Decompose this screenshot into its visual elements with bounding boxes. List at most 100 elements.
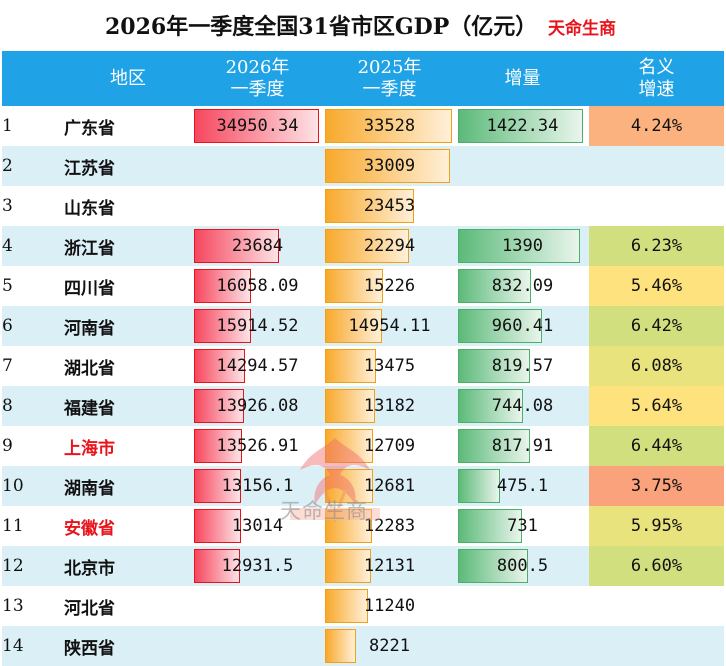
region-cell: 湖北省 bbox=[64, 346, 192, 386]
increase-cell bbox=[456, 146, 589, 186]
growth-cell: 6.08% bbox=[589, 346, 724, 386]
increase-cell-label: 817.91 bbox=[491, 436, 554, 456]
rank-cell: 13 bbox=[2, 586, 64, 626]
gdp-2026-cell: 14294.57 bbox=[192, 346, 323, 386]
gdp-2026-cell: 13526.91 bbox=[192, 426, 323, 466]
gdp-2026-cell-label bbox=[192, 146, 323, 186]
growth-cell bbox=[589, 586, 724, 626]
region-cell: 上海市 bbox=[64, 426, 192, 466]
gdp-2026-cell-label: 13926.08 bbox=[216, 396, 299, 416]
growth-cell: 5.64% bbox=[589, 386, 724, 426]
gdp-2025-cell: 33528 bbox=[323, 106, 456, 146]
gdp-2025-cell-label: 8221 bbox=[369, 636, 410, 656]
gdp-2025-cell: 12709 bbox=[323, 426, 456, 466]
gdp-2025-cell: 15226 bbox=[323, 266, 456, 306]
increase-cell-bar bbox=[458, 269, 531, 303]
gdp-2026-cell-bar bbox=[194, 309, 251, 343]
increase-cell bbox=[456, 586, 589, 626]
increase-cell-label: 832.09 bbox=[491, 276, 554, 296]
region-cell: 湖南省 bbox=[64, 466, 192, 506]
gdp-2025-cell-bar bbox=[325, 469, 373, 503]
gdp-2026-cell-label: 13526.91 bbox=[216, 436, 299, 456]
increase-cell: 960.41 bbox=[456, 306, 589, 346]
rank-cell: 3 bbox=[2, 186, 64, 226]
gdp-2026-cell bbox=[192, 626, 323, 666]
chart-title: 2026年一季度全国31省市区GDP（亿元） bbox=[105, 14, 538, 40]
increase-cell-label: 731 bbox=[507, 516, 538, 536]
rank-cell: 11 bbox=[2, 506, 64, 546]
increase-cell-label: 819.57 bbox=[491, 356, 554, 376]
growth-cell: 6.23% bbox=[589, 226, 724, 266]
increase-cell-label: 960.41 bbox=[491, 316, 554, 336]
rank-cell: 7 bbox=[2, 346, 64, 386]
watermark-text: 天命生商 bbox=[280, 499, 368, 523]
region-cell: 江苏省 bbox=[64, 146, 192, 186]
gdp-2026-cell-label: 15914.52 bbox=[216, 316, 299, 336]
gdp-2026-cell: 34950.34 bbox=[192, 106, 323, 146]
increase-cell: 819.57 bbox=[456, 346, 589, 386]
gdp-2025-cell-bar bbox=[325, 109, 452, 143]
gdp-2025-cell: 33009 bbox=[323, 146, 456, 186]
gdp-2025-cell: 8221 bbox=[323, 626, 456, 666]
table-row: 8 福建省 13926.08 13182 744.08 5.64% bbox=[2, 386, 724, 426]
table-row: 2 江苏省 33009 bbox=[2, 146, 724, 186]
region-cell: 河北省 bbox=[64, 586, 192, 626]
increase-cell-bar bbox=[458, 389, 523, 423]
header-rank bbox=[2, 51, 64, 106]
increase-cell: 475.1 bbox=[456, 466, 589, 506]
gdp-2026-cell-label: 13156.1 bbox=[221, 476, 294, 496]
gdp-2026-cell-label: 12931.5 bbox=[221, 556, 294, 576]
gdp-2026-cell-bar bbox=[194, 549, 240, 583]
table-row: 9 上海市 13526.91 12709 817.91 6.44% bbox=[2, 426, 724, 466]
increase-cell-label: 475.1 bbox=[496, 476, 549, 496]
increase-cell: 1422.34 bbox=[456, 106, 589, 146]
gdp-2025-cell-bar bbox=[325, 509, 372, 543]
table-body: 1 广东省 34950.34 33528 1422.34 4.24% 2 江苏省 33009 3 山… bbox=[2, 106, 724, 666]
gdp-2025-cell-label: 33528 bbox=[363, 116, 416, 136]
gdp-table: 地区 2026年 一季度 2025年 一季度 增量 名义 增速 1 广东省 34950.34 335… bbox=[2, 51, 724, 666]
region-cell: 山东省 bbox=[64, 186, 192, 226]
table-row: 3 山东省 23453 bbox=[2, 186, 724, 226]
increase-cell: 817.91 bbox=[456, 426, 589, 466]
gdp-2026-cell: 23684 bbox=[192, 226, 323, 266]
gdp-2026-cell-label: 23684 bbox=[231, 236, 284, 256]
growth-cell: 6.44% bbox=[589, 426, 724, 466]
brand-label: 天命生商 bbox=[548, 19, 616, 39]
growth-cell bbox=[589, 146, 724, 186]
table-row: 6 河南省 15914.52 14954.11 960.41 6.42% bbox=[2, 306, 724, 346]
region-cell: 安徽省 bbox=[64, 506, 192, 546]
region-cell: 广东省 bbox=[64, 106, 192, 146]
region-cell: 四川省 bbox=[64, 266, 192, 306]
gdp-2025-cell-label: 15226 bbox=[363, 276, 416, 296]
growth-cell bbox=[589, 626, 724, 666]
title-row: 2026年一季度全国31省市区GDP（亿元） 天命生商 bbox=[0, 0, 726, 50]
increase-cell: 1390 bbox=[456, 226, 589, 266]
gdp-2026-cell-bar bbox=[194, 349, 245, 383]
rank-cell: 1 bbox=[2, 106, 64, 146]
increase-cell-label: 744.08 bbox=[491, 396, 554, 416]
gdp-2026-cell: 13014 bbox=[192, 506, 323, 546]
rank-cell: 8 bbox=[2, 386, 64, 426]
gdp-2025-cell-bar bbox=[325, 349, 376, 383]
increase-cell-bar bbox=[458, 469, 500, 503]
increase-cell-label: 1422.34 bbox=[486, 116, 559, 136]
gdp-2025-cell-bar bbox=[325, 629, 356, 663]
growth-cell: 6.42% bbox=[589, 306, 724, 346]
increase-cell-label: 1390 bbox=[502, 236, 543, 256]
gdp-2026-cell-label bbox=[192, 626, 323, 666]
table-row: 13 河北省 11240 bbox=[2, 586, 724, 626]
gdp-2025-cell-bar bbox=[325, 589, 368, 623]
header-row: 地区 2026年 一季度 2025年 一季度 增量 名义 增速 bbox=[2, 51, 724, 106]
gdp-2026-cell-bar bbox=[194, 269, 251, 303]
increase-cell: 832.09 bbox=[456, 266, 589, 306]
header-gdp-2025: 2025年 一季度 bbox=[323, 51, 456, 106]
rank-cell: 10 bbox=[2, 466, 64, 506]
header-growth: 名义 增速 bbox=[589, 51, 724, 106]
increase-cell-bar bbox=[458, 349, 530, 383]
gdp-2025-cell-label: 12131 bbox=[363, 556, 416, 576]
gdp-2026-cell: 13156.1 bbox=[192, 466, 323, 506]
rank-cell: 5 bbox=[2, 266, 64, 306]
table-row: 7 湖北省 14294.57 13475 819.57 6.08% bbox=[2, 346, 724, 386]
gdp-2026-cell-label: 16058.09 bbox=[216, 276, 299, 296]
gdp-2025-cell: 22294 bbox=[323, 226, 456, 266]
